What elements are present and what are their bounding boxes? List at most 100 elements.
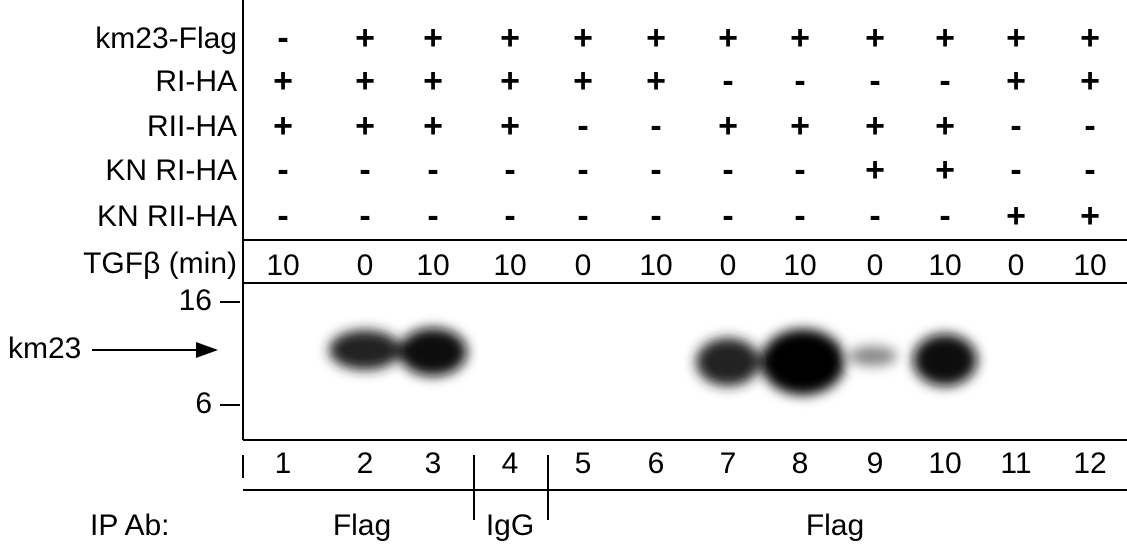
condition-sign: - — [939, 197, 950, 235]
condition-sign: - — [1010, 107, 1021, 145]
condition-sign: + — [1006, 197, 1026, 235]
condition-sign: + — [355, 62, 375, 100]
tgf-time: 10 — [1073, 249, 1106, 282]
lane-number: 3 — [425, 447, 442, 480]
condition-sign: - — [722, 62, 733, 100]
condition-sign: + — [1006, 19, 1026, 57]
condition-sign: - — [277, 19, 288, 57]
tgf-time: 10 — [266, 249, 299, 282]
condition-sign: + — [273, 62, 293, 100]
ip-group: IgG — [486, 509, 534, 542]
tgf-time: 10 — [493, 249, 526, 282]
condition-sign: + — [1080, 19, 1100, 57]
band — [849, 346, 897, 366]
lane-number: 8 — [792, 447, 809, 480]
tgf-time: 10 — [639, 249, 672, 282]
condition-sign: + — [423, 62, 443, 100]
marker-label: 16 — [179, 284, 212, 317]
tgf-time: 0 — [1008, 249, 1025, 282]
tgf-time: 0 — [357, 249, 374, 282]
condition-sign: - — [504, 197, 515, 235]
condition-sign: + — [865, 107, 885, 145]
condition-sign: - — [722, 197, 733, 235]
condition-sign: + — [500, 19, 520, 57]
condition-sign: - — [794, 151, 805, 189]
condition-sign: + — [423, 19, 443, 57]
condition-sign: - — [277, 151, 288, 189]
band — [913, 334, 977, 386]
condition-sign: - — [577, 151, 588, 189]
condition-sign: - — [359, 197, 370, 235]
condition-sign: + — [718, 107, 738, 145]
condition-sign: + — [1006, 62, 1026, 100]
ip-label: IP Ab: — [90, 509, 170, 542]
lane-number: 12 — [1073, 447, 1106, 480]
condition-sign: + — [718, 19, 738, 57]
band — [696, 338, 760, 386]
condition-sign: - — [277, 197, 288, 235]
condition-sign: + — [935, 107, 955, 145]
condition-sign: + — [1080, 197, 1100, 235]
condition-sign: + — [423, 107, 443, 145]
condition-sign: + — [355, 19, 375, 57]
condition-sign: - — [794, 197, 805, 235]
condition-sign: - — [427, 151, 438, 189]
condition-sign: - — [1084, 151, 1095, 189]
condition-sign: - — [722, 151, 733, 189]
condition-sign: - — [1084, 107, 1095, 145]
tgf-time: 0 — [720, 249, 737, 282]
row-label: TGFβ (min) — [83, 247, 237, 280]
row-label: RII-HA — [147, 110, 237, 143]
condition-sign: - — [504, 151, 515, 189]
tgf-time: 0 — [575, 249, 592, 282]
condition-sign: - — [869, 197, 880, 235]
marker-label: 6 — [195, 387, 212, 420]
lane-number: 7 — [720, 447, 737, 480]
row-label: RI-HA — [155, 65, 237, 98]
lane-number: 11 — [1000, 447, 1031, 480]
tgf-time: 0 — [867, 249, 884, 282]
lane-number: 6 — [648, 447, 665, 480]
condition-sign: + — [935, 19, 955, 57]
condition-sign: + — [865, 19, 885, 57]
lane-number: 2 — [357, 447, 374, 480]
condition-sign: + — [573, 19, 593, 57]
condition-sign: + — [500, 62, 520, 100]
band — [399, 328, 467, 376]
condition-sign: + — [935, 151, 955, 189]
condition-sign: + — [646, 62, 666, 100]
tgf-time: 10 — [928, 249, 961, 282]
condition-sign: - — [650, 151, 661, 189]
condition-sign: + — [355, 107, 375, 145]
tgf-time: 10 — [783, 249, 816, 282]
tgf-time: 10 — [416, 249, 449, 282]
figure: 16 6 km23 IP Ab: Flag IgG Flag km23-Flag… — [0, 0, 1127, 555]
condition-sign: + — [573, 62, 593, 100]
band — [761, 329, 845, 395]
row-label: KN RI-HA — [105, 154, 237, 187]
ip-group: Flag — [806, 509, 864, 542]
band-label: km23 — [8, 332, 81, 365]
condition-sign: - — [939, 62, 950, 100]
condition-sign: - — [650, 107, 661, 145]
condition-sign: + — [790, 19, 810, 57]
lane-number: 4 — [502, 447, 519, 480]
condition-sign: - — [1010, 151, 1021, 189]
ip-group: Flag — [333, 509, 391, 542]
lane-number: 1 — [275, 447, 292, 480]
condition-sign: - — [359, 151, 370, 189]
row-label: KN RII-HA — [97, 200, 237, 233]
bands — [329, 328, 977, 395]
lane-number: 10 — [928, 447, 961, 480]
condition-sign: + — [500, 107, 520, 145]
condition-sign: - — [794, 62, 805, 100]
arrow-head — [196, 342, 218, 358]
condition-sign: - — [869, 62, 880, 100]
condition-sign: - — [577, 197, 588, 235]
condition-sign: + — [273, 107, 293, 145]
condition-sign: + — [1080, 62, 1100, 100]
band — [329, 330, 401, 370]
lane-number: 9 — [867, 447, 884, 480]
condition-sign: - — [577, 107, 588, 145]
condition-sign: + — [865, 151, 885, 189]
